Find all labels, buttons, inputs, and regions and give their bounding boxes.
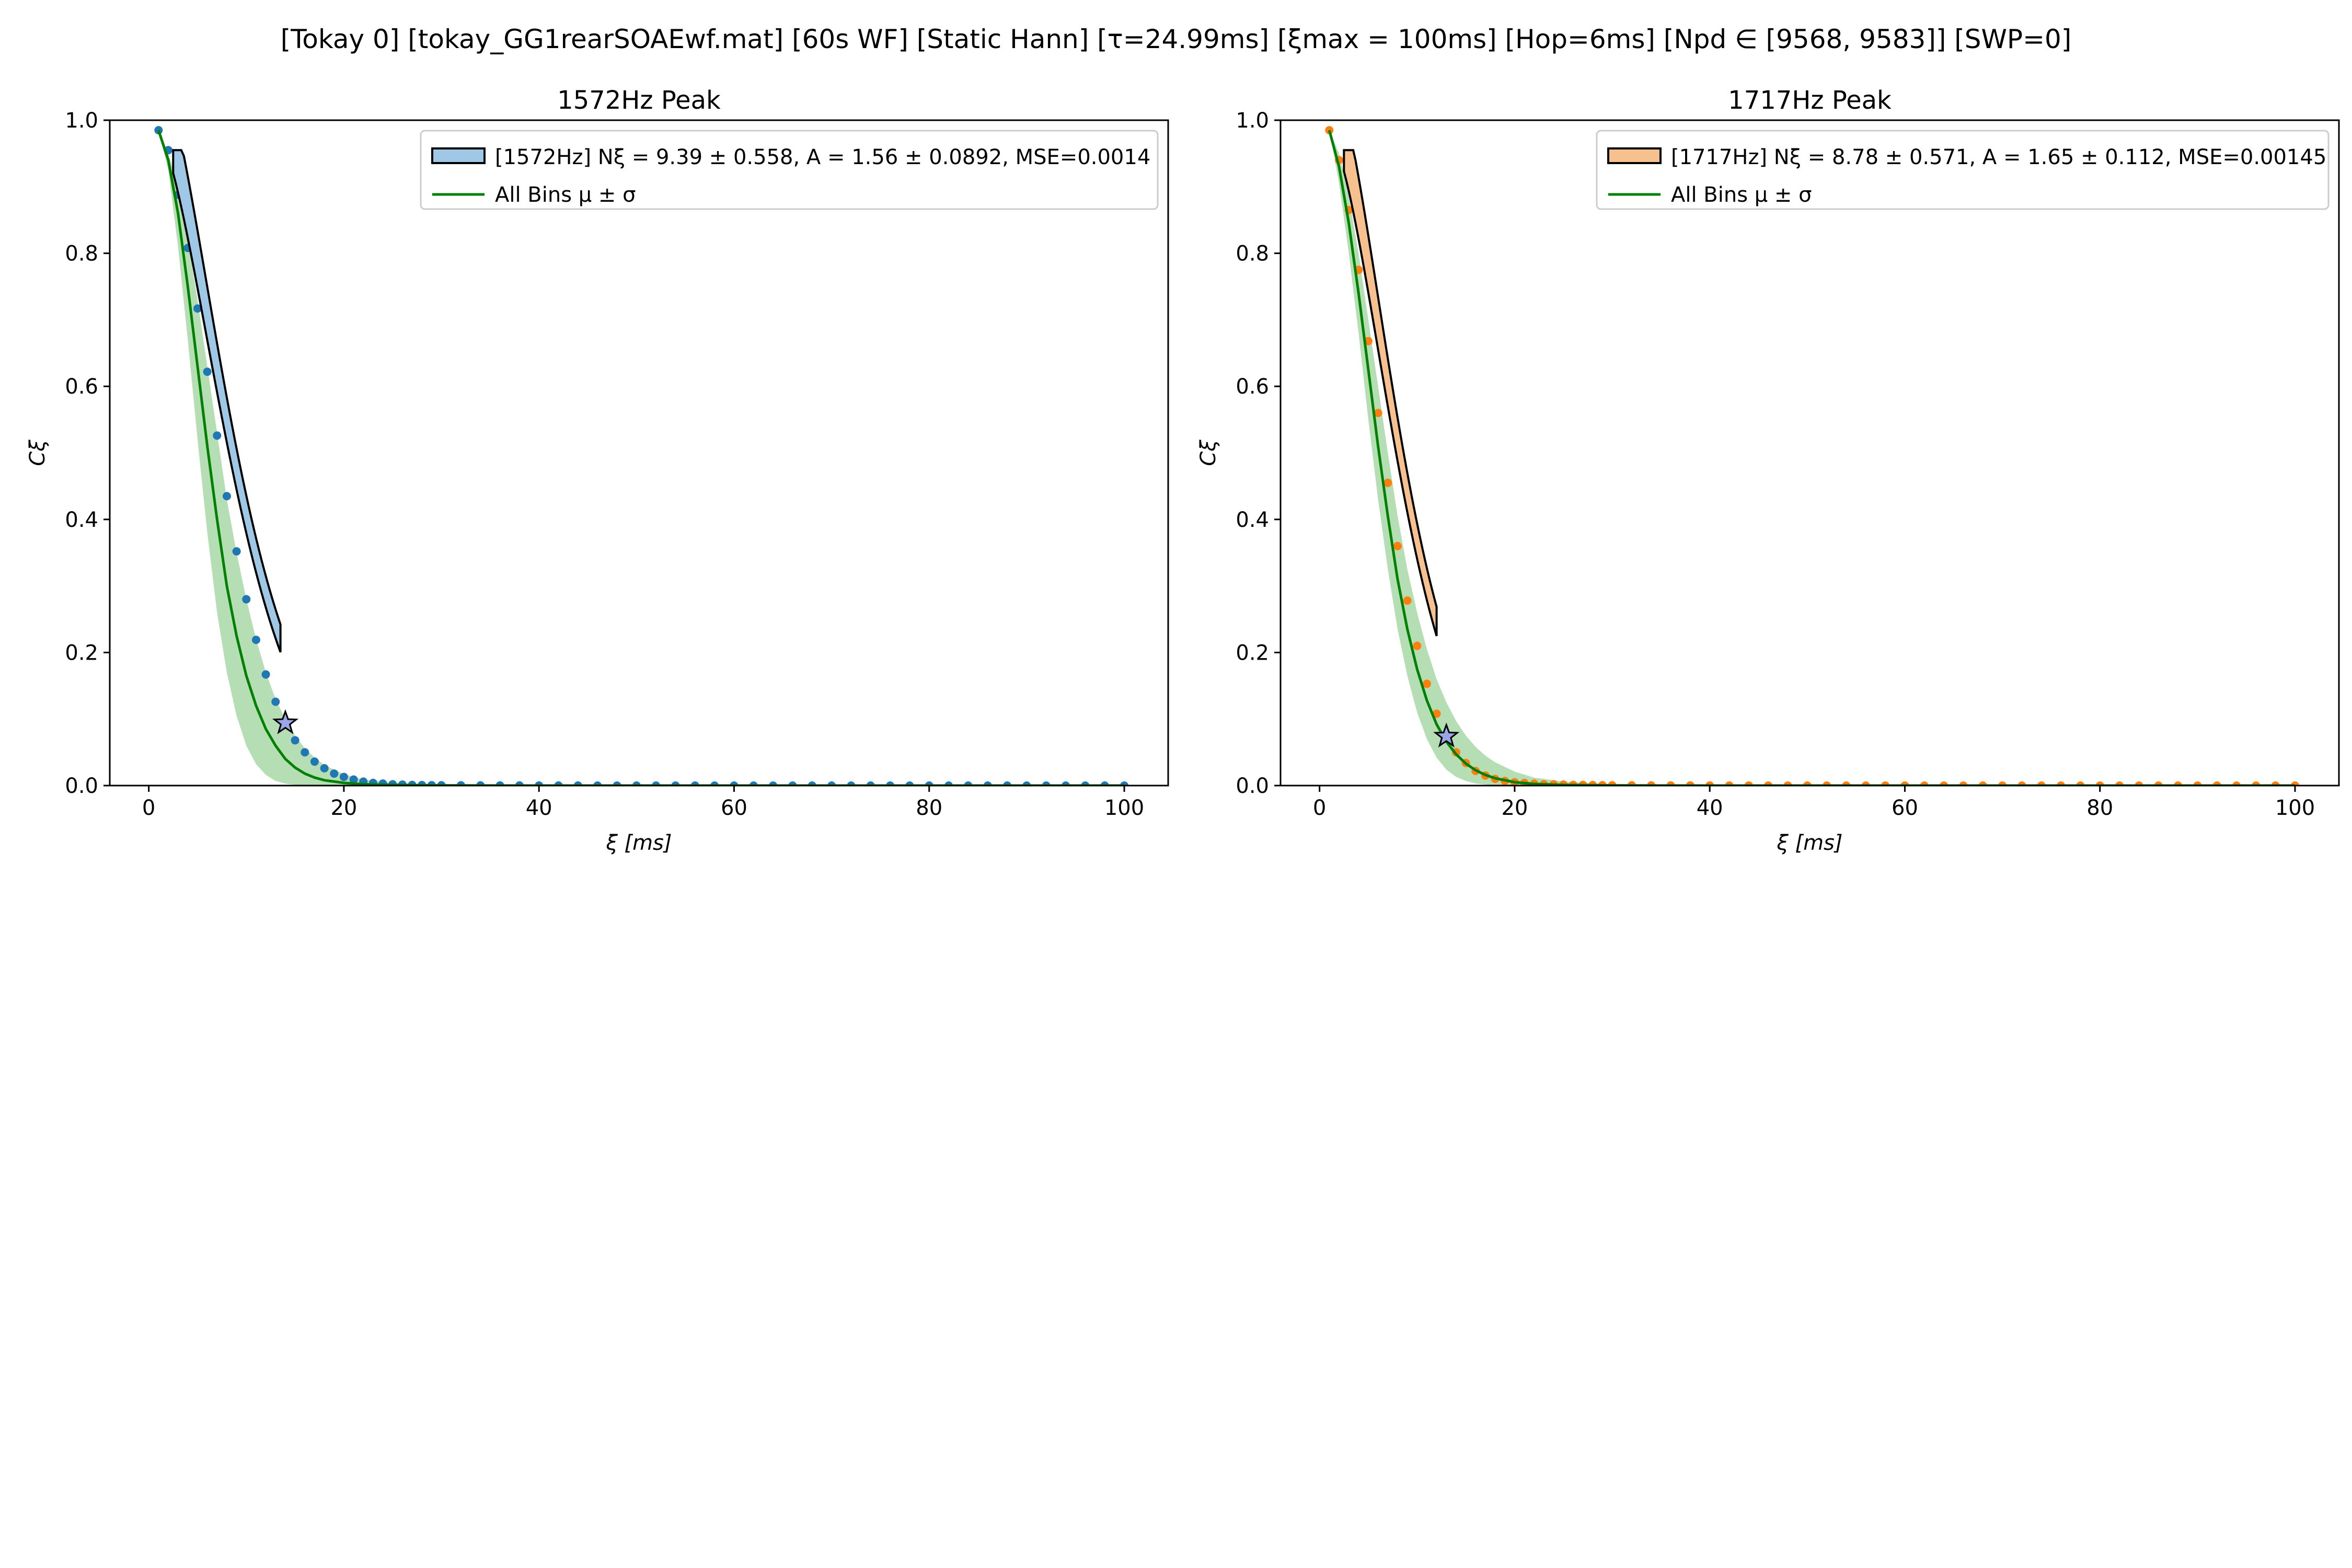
data-point bbox=[213, 431, 222, 440]
data-point bbox=[1403, 596, 1412, 605]
data-point bbox=[222, 492, 231, 501]
plot-area bbox=[1325, 126, 2300, 786]
subplot-1572hz: 0 20 40 60 80 100 0.0 0.2 0.4 0.6 0.8 1.0 1572Hz Pea… bbox=[26, 86, 1169, 855]
data-point bbox=[1422, 679, 1431, 688]
star-marker bbox=[1433, 722, 1460, 748]
data-point bbox=[203, 367, 212, 376]
data-point bbox=[349, 775, 358, 784]
fit-band bbox=[1343, 149, 1438, 637]
legend: [1717Hz] Nξ = 8.78 ± 0.571, A = 1.65 ± 0… bbox=[1596, 130, 2330, 210]
legend-label: All Bins μ ± σ bbox=[1671, 183, 1812, 207]
x-tick-label: 80 bbox=[916, 796, 942, 820]
data-point bbox=[320, 764, 329, 773]
subplot-1717hz: 0 20 40 60 80 100 0.0 0.2 0.4 0.6 0.8 1.0 1717Hz Pea… bbox=[1196, 86, 2340, 855]
x-axis-label: ξ [ms] bbox=[605, 831, 672, 855]
y-tick-label: 0.6 bbox=[65, 375, 98, 399]
legend-patch bbox=[1607, 147, 1662, 164]
plot-area bbox=[154, 126, 1129, 786]
data-point bbox=[1413, 641, 1422, 650]
x-tick-label: 0 bbox=[1313, 796, 1326, 820]
data-point bbox=[1393, 541, 1402, 550]
x-tick-label: 40 bbox=[1697, 796, 1723, 820]
y-tick-label: 0.4 bbox=[65, 508, 98, 532]
legend-patch bbox=[431, 147, 486, 164]
star-marker bbox=[272, 709, 299, 734]
y-tick-label: 0.0 bbox=[1236, 774, 1269, 798]
chart-title: 1717Hz Peak bbox=[1728, 86, 1892, 115]
y-tick-label: 0.2 bbox=[65, 641, 98, 665]
x-tick-label: 40 bbox=[526, 796, 552, 820]
legend: [1572Hz] Nξ = 9.39 ± 0.558, A = 1.56 ± 0… bbox=[420, 130, 1159, 210]
legend-label: All Bins μ ± σ bbox=[495, 183, 636, 207]
y-axis-label: Cξ bbox=[26, 440, 50, 466]
axes-frame bbox=[1279, 119, 2340, 787]
data-point bbox=[291, 736, 299, 745]
data-point bbox=[251, 636, 260, 644]
legend-label: [1717Hz] Nξ = 8.78 ± 0.571, A = 1.65 ± 0… bbox=[1671, 145, 2326, 169]
y-tick-label: 0.8 bbox=[65, 242, 98, 266]
data-point bbox=[1383, 478, 1392, 487]
chart-title: 1572Hz Peak bbox=[557, 86, 721, 115]
x-tick-label: 0 bbox=[142, 796, 155, 820]
figure-suptitle: [Tokay 0] [tokay_GG1rearSOAEwf.mat] [60s… bbox=[281, 24, 2072, 54]
mean-curve bbox=[1328, 130, 2296, 786]
data-point bbox=[271, 697, 280, 706]
x-tick-label: 20 bbox=[330, 796, 357, 820]
data-point bbox=[339, 773, 348, 781]
y-tick-label: 0.8 bbox=[1236, 242, 1269, 266]
y-tick-label: 1.0 bbox=[1236, 109, 1269, 133]
x-tick-label: 100 bbox=[2275, 796, 2315, 820]
data-point bbox=[310, 757, 319, 766]
x-tick-label: 20 bbox=[1501, 796, 1528, 820]
x-tick-label: 60 bbox=[1892, 796, 1918, 820]
data-point bbox=[1374, 409, 1382, 418]
sigma-band bbox=[158, 130, 1125, 786]
axes-frame bbox=[109, 119, 1169, 787]
y-tick-label: 0.0 bbox=[65, 774, 98, 798]
legend-label: [1572Hz] Nξ = 9.39 ± 0.558, A = 1.56 ± 0… bbox=[495, 145, 1150, 169]
x-tick-label: 80 bbox=[2086, 796, 2113, 820]
data-point bbox=[242, 595, 251, 604]
data-point bbox=[232, 547, 241, 556]
fit-band bbox=[172, 149, 282, 653]
data-point bbox=[301, 748, 309, 757]
legend-box bbox=[420, 130, 1159, 210]
data-point bbox=[261, 670, 270, 679]
sigma-band bbox=[1329, 130, 2296, 786]
y-tick-label: 0.4 bbox=[1236, 508, 1269, 532]
legend-box bbox=[1596, 130, 2330, 210]
data-point bbox=[193, 304, 202, 313]
x-axis-label: ξ [ms] bbox=[1776, 831, 1842, 855]
y-axis-label: Cξ bbox=[1196, 440, 1220, 466]
y-tick-label: 1.0 bbox=[65, 109, 98, 133]
mean-curve bbox=[157, 130, 1125, 786]
x-tick-label: 60 bbox=[721, 796, 747, 820]
y-tick-label: 0.6 bbox=[1236, 375, 1269, 399]
y-tick-label: 0.2 bbox=[1236, 641, 1269, 665]
data-point bbox=[330, 769, 339, 778]
x-tick-label: 100 bbox=[1104, 796, 1144, 820]
